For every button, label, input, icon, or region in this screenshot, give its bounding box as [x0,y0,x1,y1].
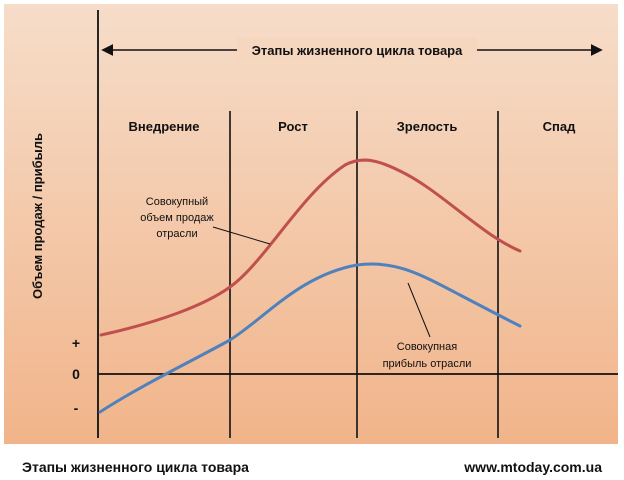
product-life-cycle-diagram: Этапы жизненного цикла товара Внедрение … [4,4,618,444]
sales-curve-label-line-2: объем продаж [140,212,214,224]
stage-label-decline: Спад [543,119,576,134]
stage-label-maturity: Зрелость [397,119,458,134]
footer-caption: Этапы жизненного цикла товара [22,459,249,475]
diagram-title: Этапы жизненного цикла товара [252,43,463,58]
stage-label-growth: Рост [278,119,308,134]
sales-curve-label-line-1: Совокупный [146,196,208,208]
sales-curve-pointer [212,226,271,245]
y-axis-label: Объем продаж / прибыль [30,133,45,299]
footer-website: www.mtoday.com.ua [464,459,602,475]
profit-curve-label-line-2: прибыль отрасли [383,358,472,370]
profit-curve [98,262,522,414]
sales-curve [99,158,522,337]
title-backdrop [237,38,477,62]
stage-label-introduction: Внедрение [129,119,200,134]
diagram-background [4,4,618,444]
profit-curve-label-line-1: Совокупная [397,341,457,353]
sign-plus: + [72,335,80,351]
sign-minus: - [74,400,79,416]
profit-curve-pointer [407,282,431,338]
sign-zero: 0 [72,366,80,382]
sales-curve-label-line-3: отрасли [156,228,197,240]
